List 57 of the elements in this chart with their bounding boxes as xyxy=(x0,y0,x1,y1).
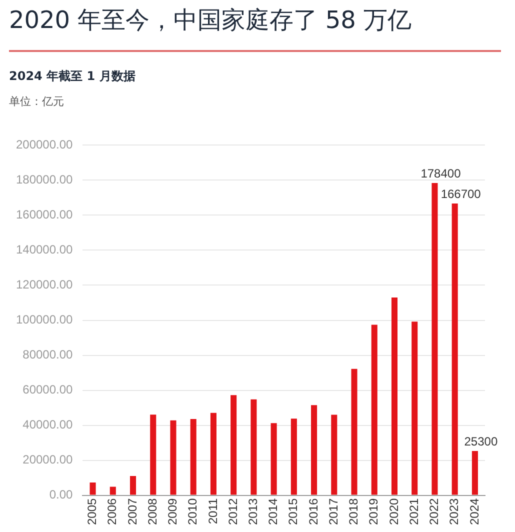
bar xyxy=(150,414,156,495)
x-tick-label: 2007 xyxy=(125,498,140,526)
bar xyxy=(452,203,458,495)
x-tick-label: 2015 xyxy=(286,498,300,526)
x-tick-label: 2016 xyxy=(306,498,320,526)
bar xyxy=(331,414,338,495)
bar xyxy=(351,368,358,495)
bar xyxy=(311,405,318,495)
chart-title: 2020 年至今，中国家庭存了 58 万亿 xyxy=(9,5,412,36)
x-tick-label: 2013 xyxy=(246,498,260,526)
x-tick-label: 2006 xyxy=(105,498,120,526)
x-tick-label: 2005 xyxy=(85,498,100,526)
x-tick-label: 2020 xyxy=(386,498,401,526)
y-tick-label: 140000.00 xyxy=(16,242,74,257)
bar xyxy=(391,297,398,495)
x-tick-label: 2022 xyxy=(427,498,442,526)
chart-subtitle: 2024 年截至 1 月数据 xyxy=(9,68,136,85)
data-label: 25300 xyxy=(464,434,498,448)
x-tick-label: 2024 xyxy=(467,498,482,526)
x-tick-label: 2011 xyxy=(206,498,220,524)
data-label: 178400 xyxy=(420,166,462,180)
y-tick-label: 160000.00 xyxy=(16,208,74,222)
y-tick-label: 60000.00 xyxy=(22,382,74,397)
y-axis-title: 单位：亿元 xyxy=(9,94,64,109)
x-tick-label: 2018 xyxy=(346,498,361,526)
x-tick-label: 2009 xyxy=(166,498,180,526)
y-tick-label: 80000.00 xyxy=(22,348,74,362)
bar xyxy=(250,399,257,495)
x-tick-label: 2017 xyxy=(326,498,340,526)
bar xyxy=(130,476,136,495)
x-tick-label: 2012 xyxy=(226,498,240,526)
y-tick-label: 40000.00 xyxy=(22,418,74,432)
x-tick-label: 2014 xyxy=(266,498,280,526)
bar xyxy=(371,324,378,495)
y-tick-label: 200000.00 xyxy=(16,138,74,152)
y-tick-label: 0.00 xyxy=(49,488,74,502)
bar xyxy=(170,420,176,495)
y-tick-label: 100000.00 xyxy=(16,312,74,327)
y-tick-label: 20000.00 xyxy=(22,452,74,467)
x-tick-label: 2008 xyxy=(145,498,160,526)
bar xyxy=(290,418,297,495)
bar xyxy=(230,395,237,495)
y-tick-label: 180000.00 xyxy=(16,172,74,187)
x-tick-label: 2021 xyxy=(406,498,421,526)
bar xyxy=(412,322,418,495)
bar xyxy=(472,451,478,495)
bar xyxy=(110,486,116,495)
bar xyxy=(270,423,277,495)
bar xyxy=(90,482,96,495)
bar xyxy=(432,183,438,495)
x-tick-label: 2023 xyxy=(447,498,462,526)
x-tick-label: 2019 xyxy=(366,498,381,526)
bar xyxy=(190,418,196,495)
x-tick-label: 2010 xyxy=(186,498,200,526)
data-label: 166700 xyxy=(440,186,482,201)
bar xyxy=(210,412,216,495)
y-tick-label: 120000.00 xyxy=(16,278,74,292)
